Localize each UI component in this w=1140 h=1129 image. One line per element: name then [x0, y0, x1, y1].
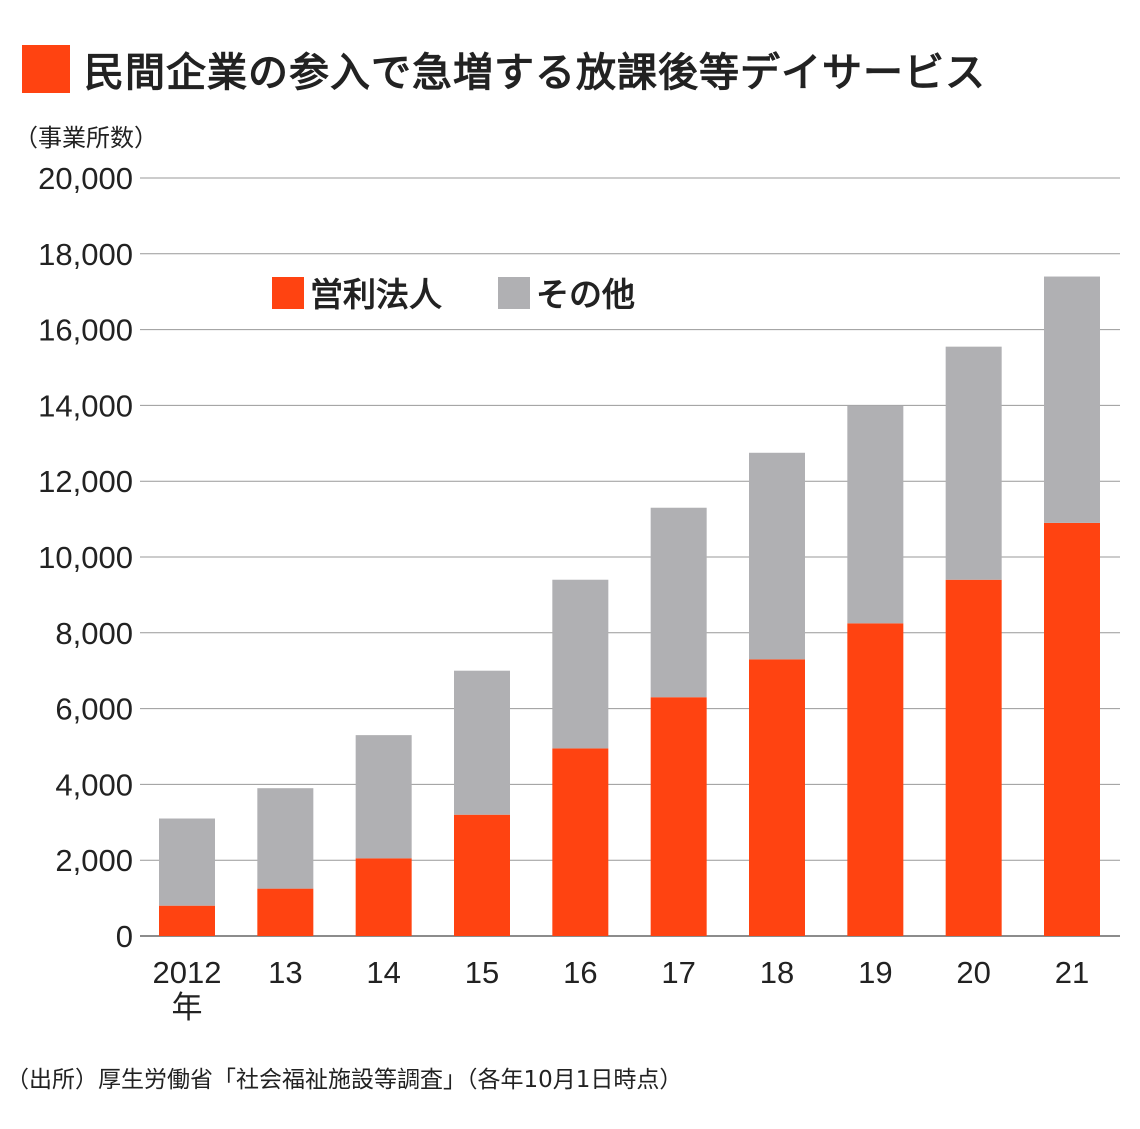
bar-for-profit [454, 814, 510, 936]
legend-swatch [498, 277, 530, 309]
x-tick-label: 17 [661, 955, 695, 990]
bar-for-profit [257, 888, 314, 936]
source-note: （出所）厚生労働省「社会福祉施設等調査」（各年10月1日時点） [6, 1067, 683, 1093]
bar-for-profit [552, 748, 609, 936]
bar-for-profit [847, 623, 904, 936]
bar-other [159, 818, 215, 906]
bar-other [355, 735, 412, 859]
x-tick-label: 18 [760, 955, 794, 990]
x-tick-label: 2012 [153, 955, 222, 990]
bar-other [945, 346, 1002, 580]
x-tick-label: 19 [858, 955, 892, 990]
bar-other [847, 405, 904, 624]
y-axis-unit-label: （事業所数） [14, 124, 158, 152]
y-tick-label: 10,000 [38, 540, 133, 575]
bar-for-profit [159, 905, 215, 936]
x-tick-year-suffix: 年 [172, 990, 203, 1026]
bar-other [257, 788, 314, 889]
bar-other [650, 507, 707, 698]
x-tick-label: 15 [465, 955, 499, 990]
y-tick-label: 2,000 [55, 843, 133, 878]
y-tick-label: 6,000 [55, 692, 133, 727]
bar-for-profit [749, 659, 805, 936]
legend-label: その他 [536, 275, 635, 314]
y-tick-label: 16,000 [38, 313, 133, 348]
bar-for-profit [1044, 522, 1100, 936]
bar-other [1044, 276, 1100, 523]
legend-label: 営利法人 [310, 275, 442, 314]
chart-title: 民間企業の参入で急増する放課後等デイサービス [84, 50, 986, 96]
x-tick-label: 16 [563, 955, 597, 990]
legend-swatch [272, 277, 304, 309]
title-marker [22, 45, 70, 93]
y-tick-label: 0 [116, 919, 133, 954]
y-tick-label: 12,000 [38, 464, 133, 499]
y-tick-label: 8,000 [55, 616, 133, 651]
y-tick-label: 20,000 [38, 161, 133, 196]
y-tick-label: 14,000 [38, 388, 133, 423]
bar-other [749, 452, 805, 660]
x-tick-label: 14 [366, 955, 400, 990]
bar-other [454, 670, 510, 815]
x-tick-label: 20 [956, 955, 990, 990]
bar-for-profit [945, 579, 1002, 936]
bar-other [552, 579, 609, 749]
y-tick-label: 4,000 [55, 767, 133, 802]
title-row: 民間企業の参入で急増する放課後等デイサービス [22, 40, 986, 98]
x-tick-label: 21 [1055, 955, 1089, 990]
bar-for-profit [355, 858, 412, 936]
bar-for-profit [650, 697, 707, 936]
x-tick-label: 13 [268, 955, 302, 990]
y-tick-label: 18,000 [38, 237, 133, 272]
